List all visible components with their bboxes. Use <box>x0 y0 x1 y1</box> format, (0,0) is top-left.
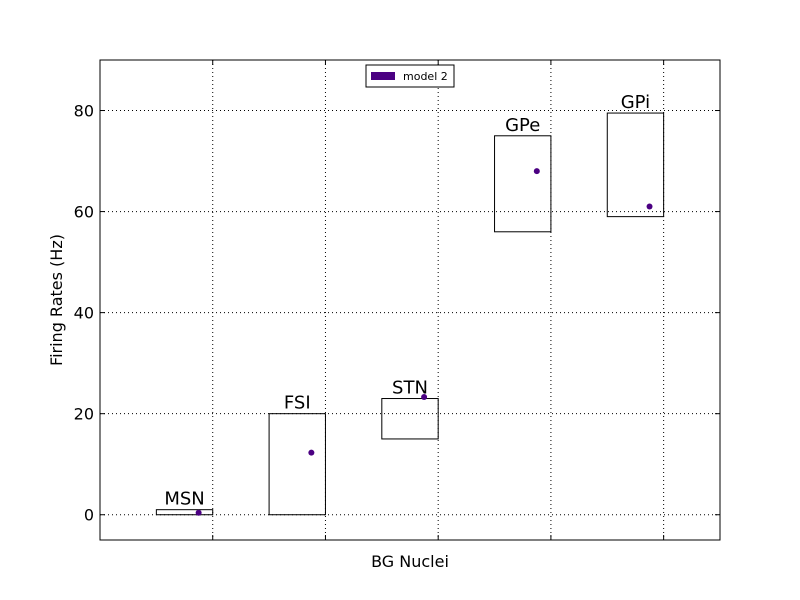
nucleus-label-msn: MSN <box>164 489 204 510</box>
data-point-msn <box>195 509 202 516</box>
y-axis-label: Firing Rates (Hz) <box>47 234 66 366</box>
range-box-fsi <box>268 413 326 516</box>
x-axis-label: BG Nuclei <box>371 552 449 571</box>
nucleus-label-stn: STN <box>392 378 428 399</box>
data-point-gpe <box>533 168 540 175</box>
y-tick-label: 40 <box>74 304 94 323</box>
legend-swatch <box>371 72 395 80</box>
nucleus-labels: MSN FSI STN GPe GPi <box>164 92 650 510</box>
data-point-stn <box>421 394 428 401</box>
data-point-fsi <box>308 449 315 456</box>
range-boxes <box>155 112 665 516</box>
data-point-gpi <box>646 203 653 210</box>
nucleus-label-fsi: FSI <box>284 393 311 414</box>
y-tick-label: 80 <box>74 102 94 121</box>
legend-box <box>365 64 455 88</box>
grid <box>100 60 720 540</box>
y-tick-label: 60 <box>74 203 94 222</box>
y-tick-label: 20 <box>74 405 94 424</box>
nucleus-label-gpi: GPi <box>621 92 650 113</box>
range-box-stn <box>381 398 439 440</box>
y-tick-label: 0 <box>84 506 94 525</box>
plot-frame <box>99 59 721 541</box>
axis-ticks: 0 20 40 60 80 <box>74 60 720 540</box>
range-box-gpe <box>494 135 552 233</box>
legend: model 2 <box>365 64 455 88</box>
legend-label: model 2 <box>403 70 448 83</box>
range-box-msn <box>155 509 214 516</box>
range-box-gpi <box>606 112 665 218</box>
nucleus-label-gpe: GPe <box>505 115 540 136</box>
data-points <box>195 168 653 516</box>
